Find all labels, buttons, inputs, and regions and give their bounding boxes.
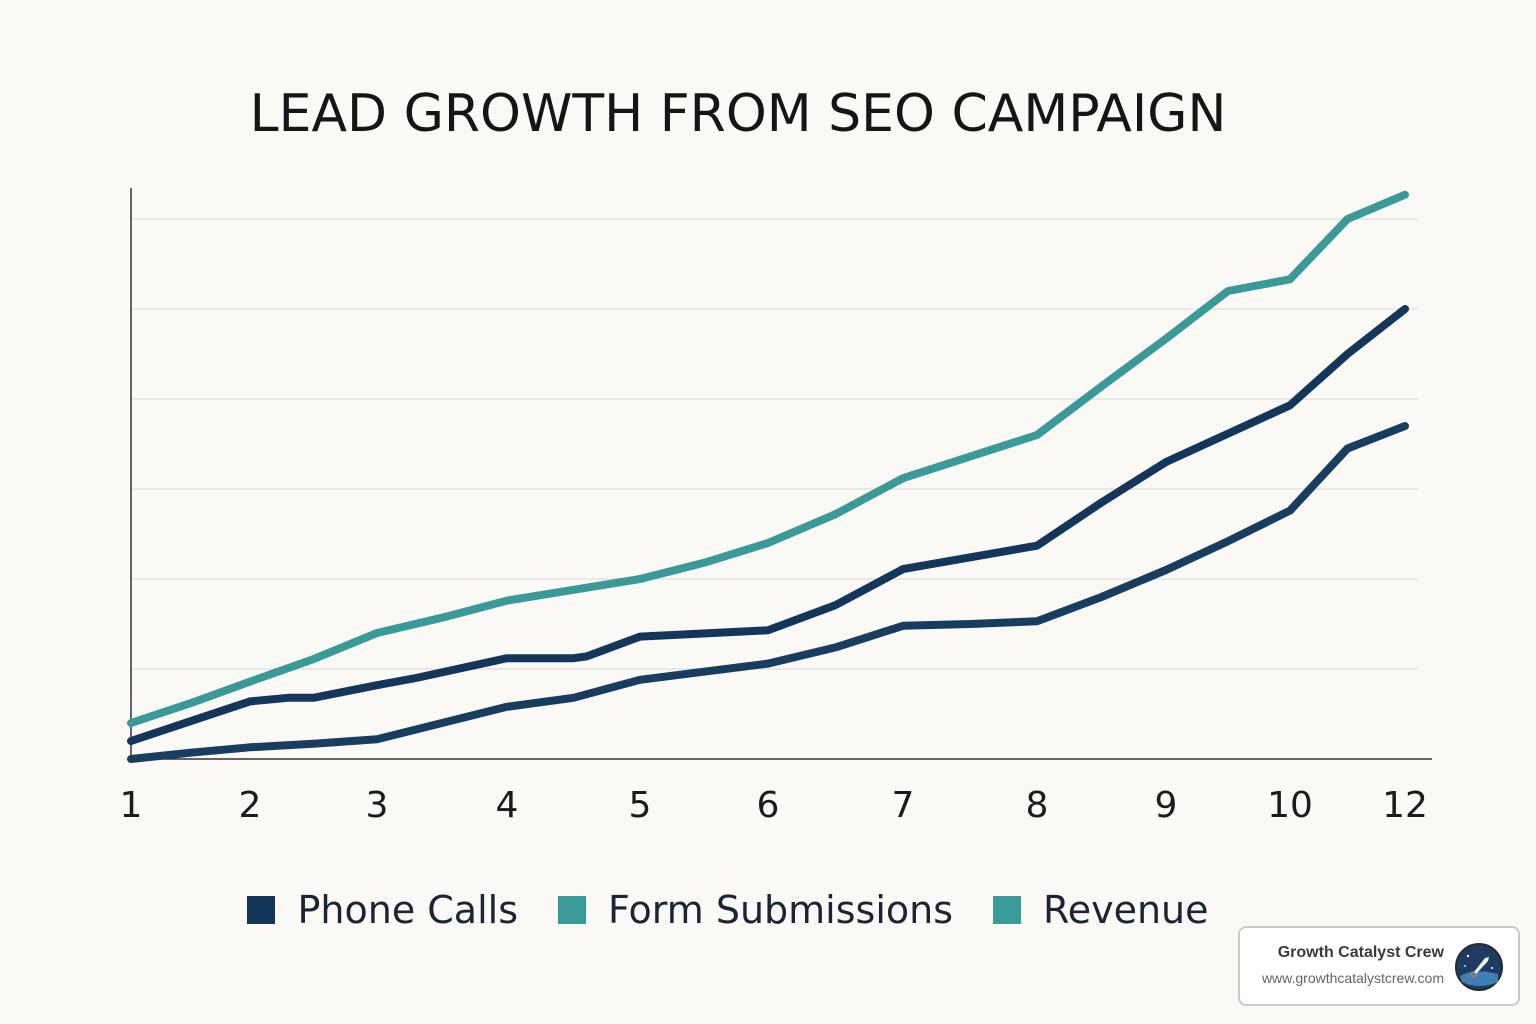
- x-tick-label: 3: [366, 785, 389, 826]
- legend-swatch-phone-calls: [247, 896, 276, 924]
- x-tick-label: 1: [120, 785, 143, 826]
- series-line-phone-calls: [127, 305, 1409, 745]
- legend-label-phone-calls: Phone Calls: [297, 888, 519, 932]
- brand-badge: Growth Catalyst Crew www.growthcatalystc…: [1238, 926, 1520, 1006]
- chart-title: LEAD GROWTH FROM SEO CAMPAIGN: [250, 84, 1227, 144]
- x-tick-label: 2: [239, 785, 262, 826]
- x-tick-label: 8: [1026, 785, 1049, 826]
- legend: Phone Calls Form Submissions Revenue: [0, 880, 1536, 940]
- x-tick-label: 12: [1382, 785, 1428, 826]
- x-tick-label: 10: [1267, 785, 1313, 826]
- x-tick-label: 7: [892, 785, 915, 826]
- legend-item-revenue: Revenue: [993, 888, 1209, 932]
- gridlines: [131, 218, 1418, 670]
- legend-item-phone-calls: Phone Calls: [247, 888, 518, 932]
- legend-label-revenue: Revenue: [1043, 888, 1209, 932]
- legend-item-form-submissions: Form Submissions: [558, 888, 953, 932]
- x-tick-labels: 1 2 3 4 5 6 7 8 9 10 12: [120, 785, 1428, 826]
- brand-name: Growth Catalyst Crew: [1277, 944, 1444, 961]
- series-lines: [127, 190, 1409, 763]
- x-tick-label: 6: [757, 785, 780, 826]
- legend-swatch-form-submissions: [558, 896, 587, 924]
- rocket-logo-icon: [1455, 943, 1503, 991]
- x-tick-label: 5: [629, 785, 652, 826]
- brand-url: www.growthcatalystcrew.com: [1261, 970, 1444, 986]
- x-tick-label: 4: [496, 785, 519, 826]
- legend-label-form-submissions: Form Submissions: [608, 888, 954, 932]
- legend-swatch-revenue: [993, 896, 1022, 924]
- series-line-revenue: [127, 190, 1409, 727]
- series-line-form-submissions: [127, 422, 1409, 763]
- x-tick-label: 9: [1155, 785, 1178, 826]
